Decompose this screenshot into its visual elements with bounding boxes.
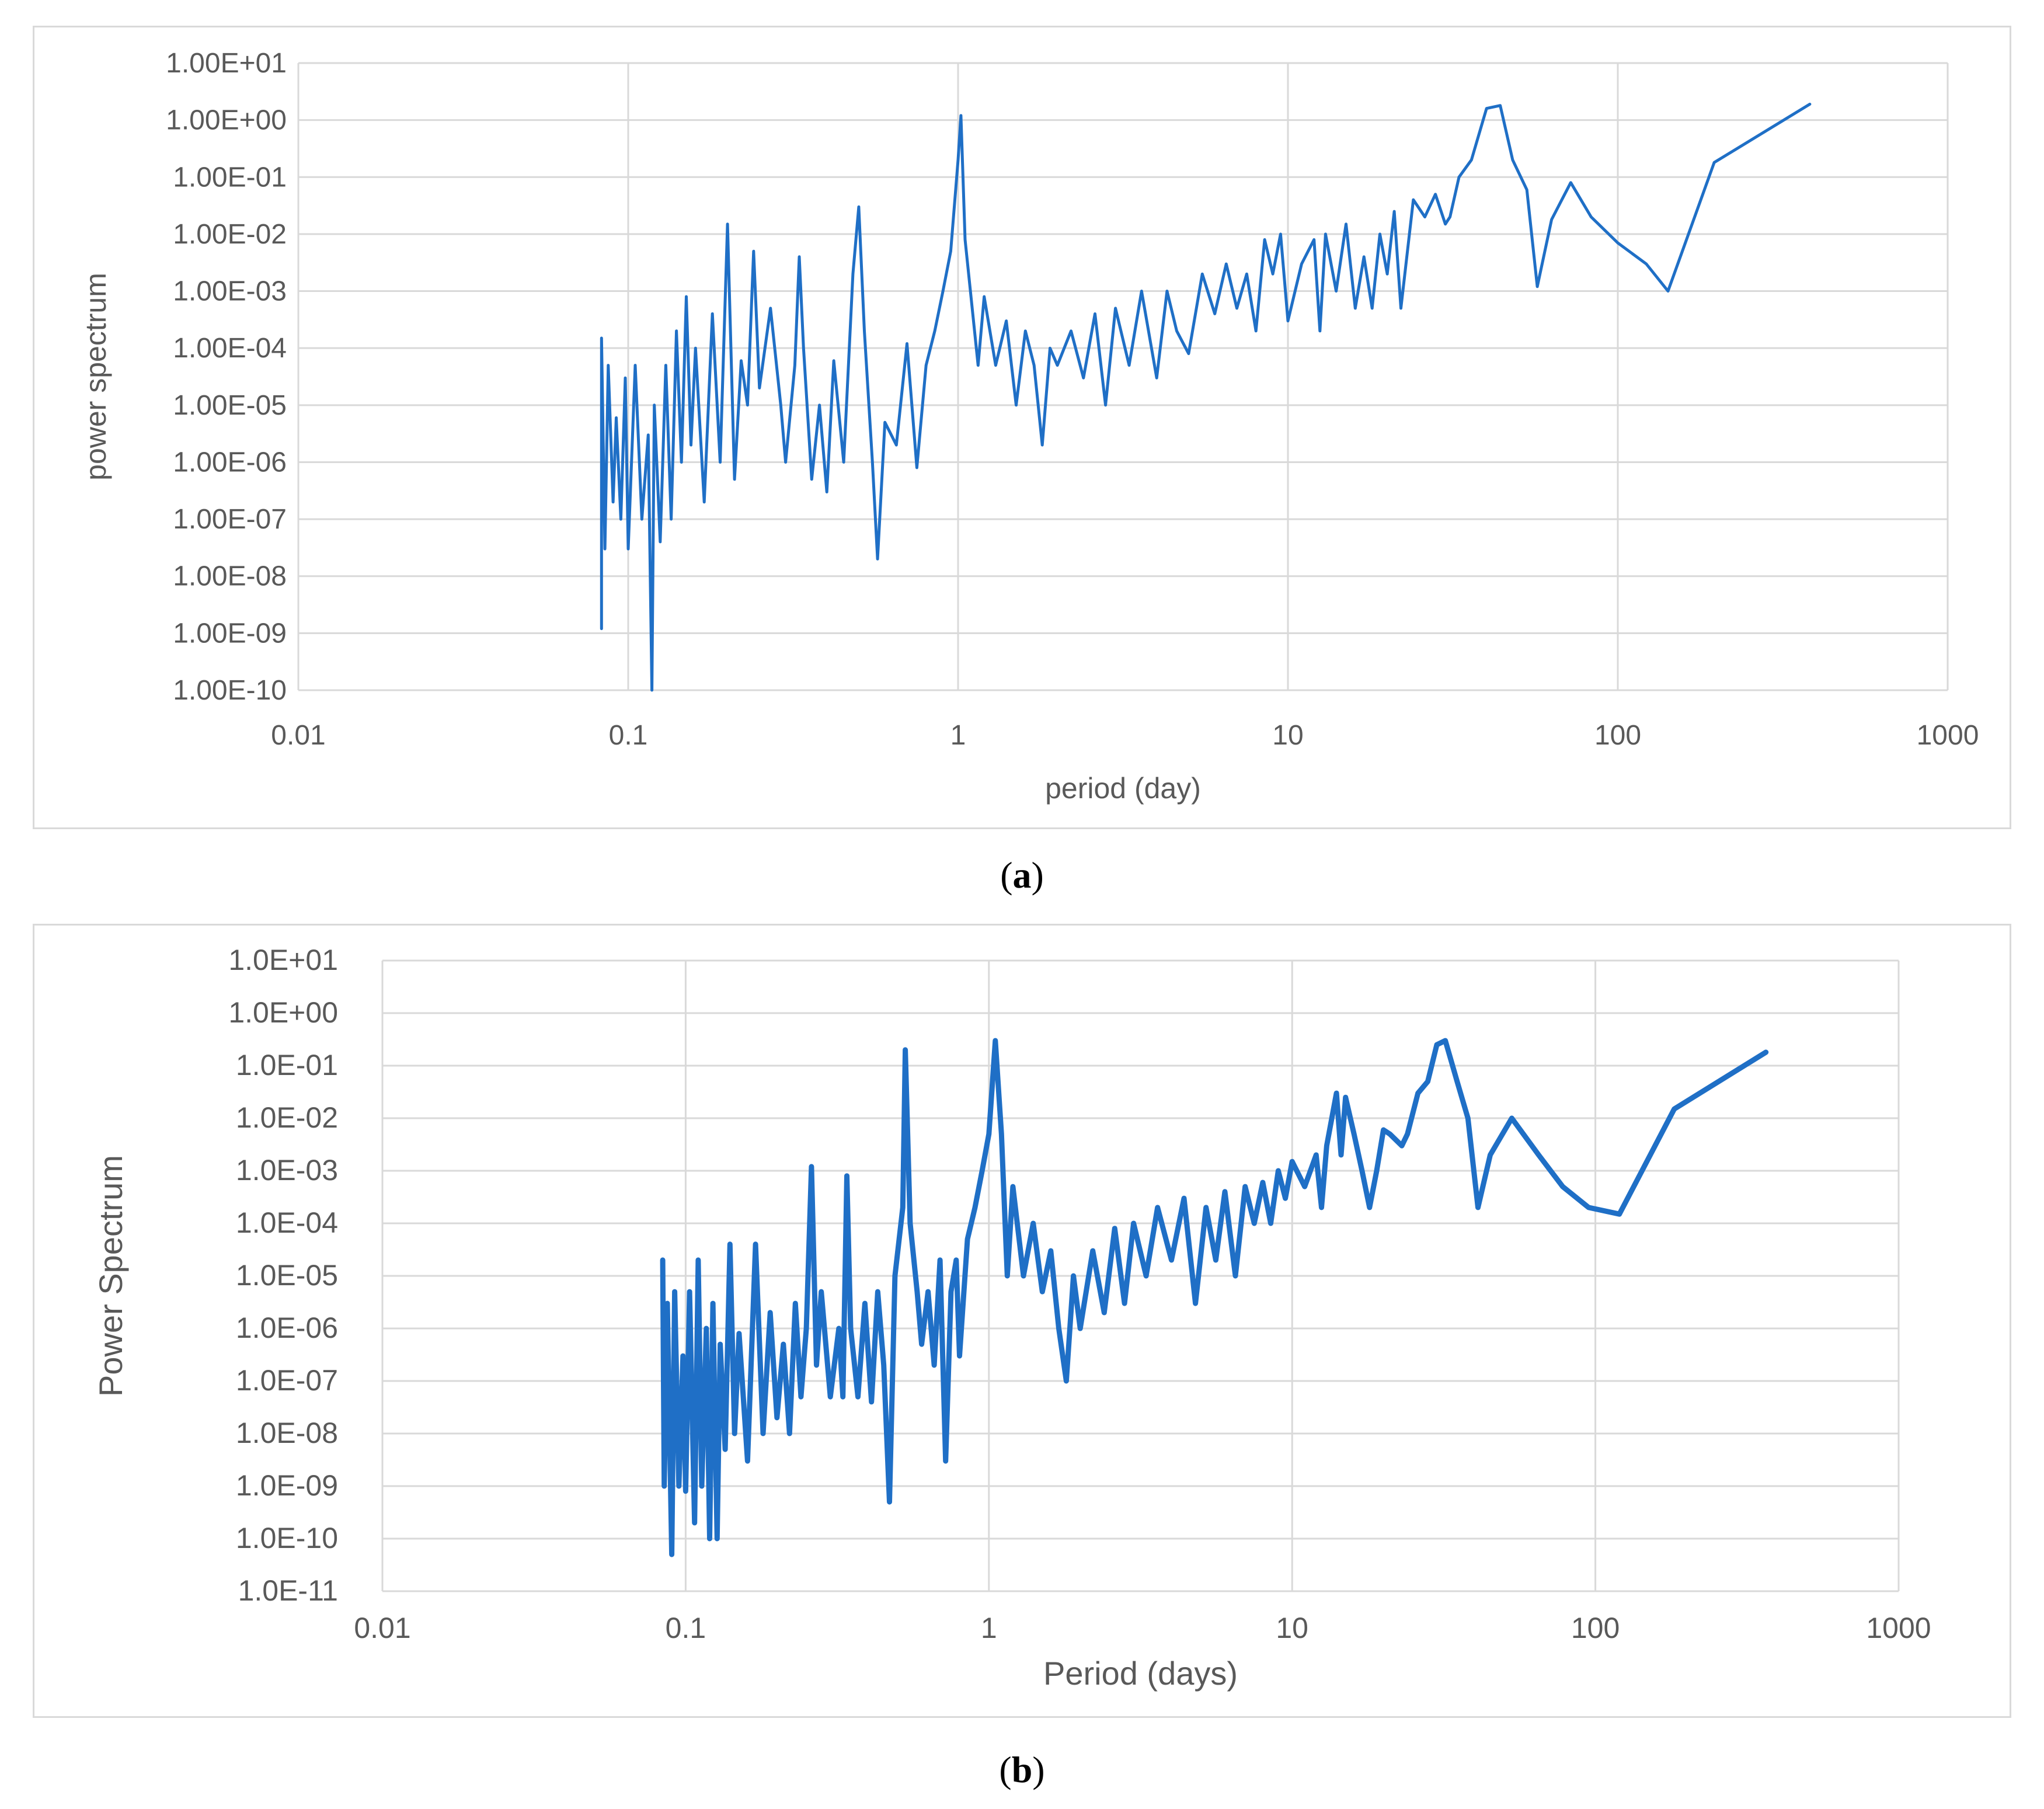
chart-a-y-tick-label: 1.00E-08 — [173, 561, 287, 592]
caption-b-letter: b — [1011, 1749, 1033, 1790]
caption-a: (a) — [0, 854, 2044, 897]
chart-b-y-tick-label: 1.0E-01 — [236, 1049, 338, 1081]
chart-b-y-tick-label: 1.0E-02 — [236, 1101, 338, 1134]
chart-a-y-tick-label: 1.00E-07 — [173, 504, 287, 535]
chart-b-y-tick-label: 1.0E+01 — [228, 944, 338, 976]
chart-a-y-tick-label: 1.00E+00 — [166, 105, 287, 136]
chart-a-y-tick-label: 1.00E-03 — [173, 276, 287, 307]
chart-b-x-tick-label: 100 — [1571, 1612, 1620, 1644]
chart-panel-a: 1.00E-10 1.00E-09 1.00E-08 1.00E-07 1.00E-06… — [33, 26, 2011, 829]
chart-b-y-tick-label: 1.0E-09 — [236, 1469, 338, 1502]
chart-a-y-tick-label: 1.00E-09 — [173, 618, 287, 649]
chart-a-y-tick-label: 1.00E-10 — [173, 675, 287, 706]
chart-b-x-tick-label: 1 — [981, 1612, 997, 1644]
caption-a-open: ( — [1000, 854, 1013, 896]
chart-b-y-tick-label: 1.0E-07 — [236, 1364, 338, 1397]
chart-a-x-tick-label: 1000 — [1917, 720, 1979, 751]
chart-a-y-tick-label: 1.00E-05 — [173, 390, 287, 421]
chart-a-x-tick-label: 10 — [1272, 720, 1303, 751]
chart-a-series-line — [600, 102, 1812, 692]
chart-a-x-tick-label: 0.01 — [271, 720, 325, 751]
chart-a-x-axis-title: period (day) — [1045, 772, 1201, 805]
chart-b-svg: 1.0E-11 1.0E-10 1.0E-09 1.0E-08 1.0E-07 1.0E-… — [92, 944, 1931, 1692]
chart-b-y-tick-label: 1.0E-11 — [238, 1574, 338, 1607]
chart-b-y-tick-label: 1.0E-05 — [236, 1259, 338, 1292]
chart-b-series-line — [660, 1038, 1769, 1557]
chart-b-y-tick-label: 1.0E-04 — [236, 1206, 338, 1239]
caption-a-letter: a — [1012, 854, 1032, 896]
caption-b: (b) — [0, 1748, 2044, 1791]
chart-b-x-tick-label: 0.01 — [354, 1612, 410, 1644]
chart-a-y-tick-label: 1.00E-04 — [173, 333, 287, 364]
caption-b-open: ( — [999, 1749, 1012, 1790]
chart-b-y-tick-label: 1.0E-08 — [236, 1417, 338, 1449]
chart-a-svg: 1.00E-10 1.00E-09 1.00E-08 1.00E-07 1.00E-06… — [79, 48, 1979, 805]
caption-a-close: ) — [1031, 854, 1044, 896]
chart-a-x-tick-label: 0.1 — [609, 720, 648, 751]
chart-b-y-tick-label: 1.0E-10 — [236, 1522, 338, 1554]
chart-b-y-tick-label: 1.0E+00 — [228, 996, 338, 1029]
chart-b-x-axis-title: Period (days) — [1043, 1655, 1238, 1692]
chart-a-y-tick-label: 1.00E-01 — [173, 162, 287, 193]
chart-b-x-tick-label: 10 — [1276, 1612, 1308, 1644]
chart-b-x-tick-label: 0.1 — [666, 1612, 706, 1644]
chart-a-y-axis-title: power spectrum — [79, 273, 112, 481]
chart-b-y-tick-label: 1.0E-03 — [236, 1154, 338, 1187]
chart-b-y-axis-title: Power Spectrum — [92, 1155, 129, 1397]
chart-a-x-tick-label: 100 — [1594, 720, 1641, 751]
chart-a-x-tick-label: 1 — [950, 720, 966, 751]
caption-b-close: ) — [1032, 1749, 1045, 1790]
chart-b-y-tick-label: 1.0E-06 — [236, 1311, 338, 1344]
chart-panel-b: 1.0E-11 1.0E-10 1.0E-09 1.0E-08 1.0E-07 1.0E-… — [33, 924, 2011, 1718]
chart-a-y-tick-label: 1.00E-02 — [173, 219, 287, 250]
chart-a-y-tick-label: 1.00E+01 — [166, 48, 287, 79]
chart-a-y-tick-label: 1.00E-06 — [173, 447, 287, 478]
chart-b-x-tick-label: 1000 — [1866, 1612, 1931, 1644]
